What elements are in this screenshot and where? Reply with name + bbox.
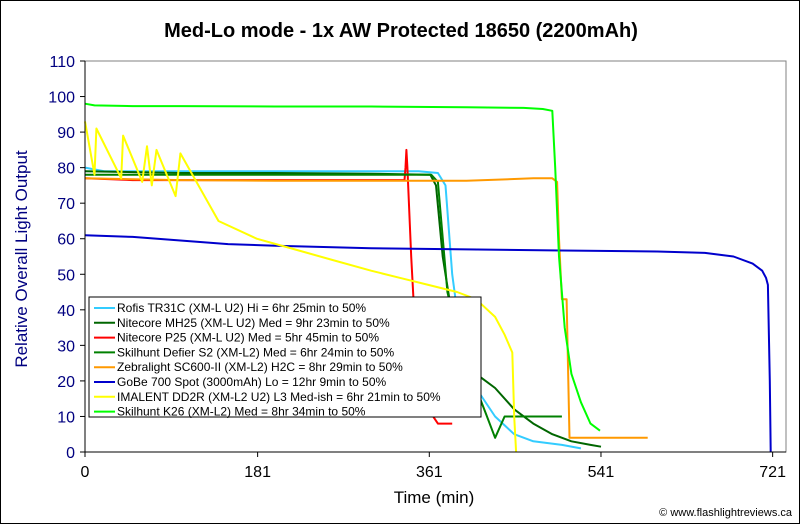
y-axis-label: Relative Overall Light Output xyxy=(12,150,31,368)
y-tick-label: 60 xyxy=(57,232,75,249)
y-tick-label: 70 xyxy=(57,196,75,213)
chart-marks xyxy=(84,102,772,453)
legend-label-5: Zebralight SC600-II (XM-L2) H2C = 8hr 29… xyxy=(117,360,403,374)
series-line-5 xyxy=(84,177,648,439)
series-line-7 xyxy=(84,121,518,453)
legend-box xyxy=(88,296,482,418)
credit-text: © www.flashlightreviews.ca xyxy=(659,507,793,519)
legend-label-3: Nitecore P25 (XM-L U2) Med = 5hr 45min t… xyxy=(117,331,379,345)
legend-label-1: Rofis TR31C (XM-L U2) Hi = 6hr 25min to … xyxy=(117,301,366,315)
series-line-8 xyxy=(84,102,601,432)
legend-label-2: Nitecore MH25 (XM-L U2) Med = 9hr 23min … xyxy=(117,316,390,330)
series-line-1 xyxy=(84,166,582,450)
legend-label-7: IMALENT DD2R (XM-L2 U2) L3 Med-ish = 6hr… xyxy=(117,390,441,404)
y-tick-label: 110 xyxy=(49,54,75,71)
x-axis-label: Time (min) xyxy=(394,488,475,507)
x-tick-label: 541 xyxy=(588,464,615,481)
y-tick-label: 40 xyxy=(57,303,75,320)
legend: Rofis TR31C (XM-L U2) Hi = 6hr 25min to … xyxy=(88,296,482,419)
y-tick-label: 80 xyxy=(57,161,75,178)
legend-label-6: GoBe 700 Spot (3000mAh) Lo = 12hr 9min t… xyxy=(117,375,386,389)
legend-label-4: Skilhunt Defier S2 (XM-L2) Med = 6hr 24m… xyxy=(117,345,394,359)
x-tick-label: 181 xyxy=(244,464,271,481)
legend-label-8: Skilhunt K26 (XM-L2) Med = 8hr 34min to … xyxy=(117,405,366,419)
y-tick-label: 30 xyxy=(57,338,75,355)
chart-axes: 0 10 20 30 40 50 60 70 80 90 100 110 0 181 361 541 721 xyxy=(48,54,786,481)
y-tick-label: 10 xyxy=(57,409,75,426)
y-tick-label: 20 xyxy=(57,374,75,391)
x-tick-label: 361 xyxy=(416,464,443,481)
chart-title: Med-Lo mode - 1x AW Protected 18650 (220… xyxy=(164,20,638,42)
y-tick-label: 100 xyxy=(48,90,75,107)
y-tick-label: 90 xyxy=(57,125,75,142)
x-tick-label: 721 xyxy=(759,464,786,481)
series-line-6 xyxy=(84,234,772,453)
y-tick-label: 0 xyxy=(66,445,75,462)
x-tick-label: 0 xyxy=(81,464,90,481)
y-tick-label: 50 xyxy=(57,267,75,284)
